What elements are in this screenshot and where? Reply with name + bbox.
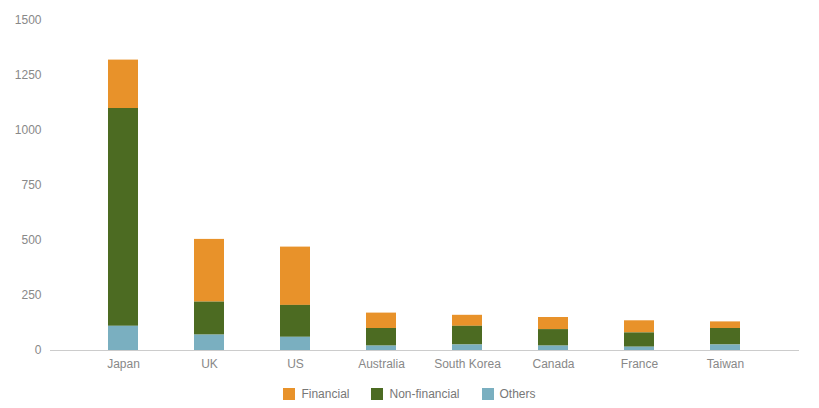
svg-text:1000: 1000 bbox=[15, 123, 42, 137]
svg-text:500: 500 bbox=[21, 233, 41, 247]
html-text:Others: Others bbox=[499, 387, 536, 401]
svg-text:Australia: Australia bbox=[358, 357, 405, 371]
html-text:Non-financial: Non-financial bbox=[389, 387, 460, 401]
svg-text:France: France bbox=[621, 357, 659, 371]
svg-text:0: 0 bbox=[35, 343, 42, 357]
svg-text:Canada: Canada bbox=[532, 357, 574, 371]
svg-text:US: US bbox=[287, 357, 304, 371]
svg-text:South Korea: South Korea bbox=[434, 357, 501, 371]
svg-text:250: 250 bbox=[21, 288, 41, 302]
html-text:Financial: Financial bbox=[301, 387, 350, 401]
svg-text:UK: UK bbox=[201, 357, 218, 371]
svg-text:Taiwan: Taiwan bbox=[707, 357, 744, 371]
svg-text:Japan: Japan bbox=[107, 357, 140, 371]
svg-text:750: 750 bbox=[21, 178, 41, 192]
svg-text:1500: 1500 bbox=[15, 13, 42, 27]
svg-text:1250: 1250 bbox=[15, 68, 42, 82]
